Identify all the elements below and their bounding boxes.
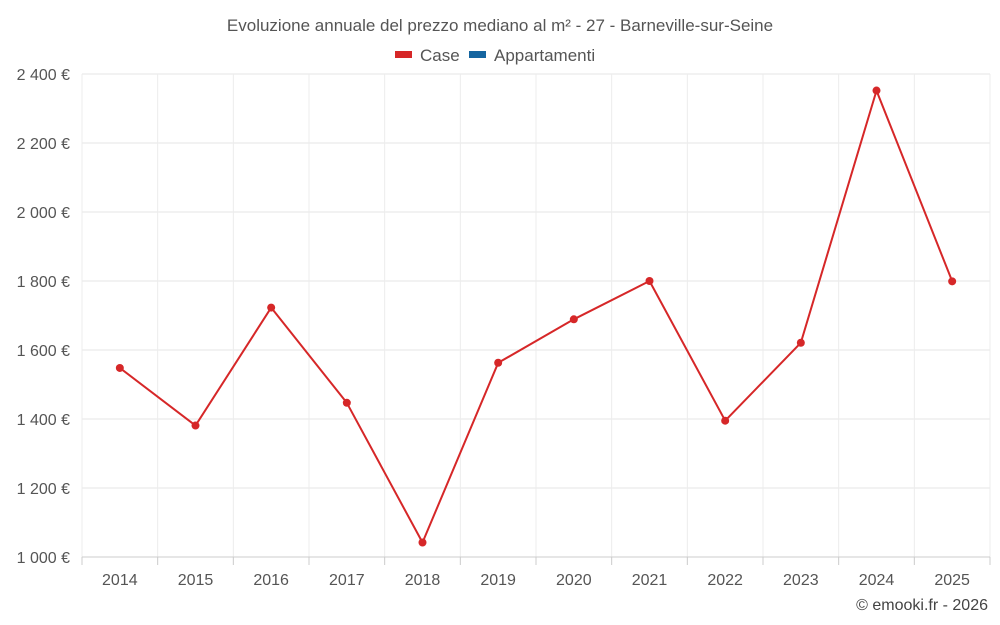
x-tick-label: 2015	[178, 572, 214, 589]
credit: © emooki.fr - 2026	[856, 597, 988, 614]
grid	[81, 73, 991, 557]
x-tick-label: 2021	[632, 572, 668, 589]
data-point	[191, 421, 200, 430]
chart-title: Evoluzione annuale del prezzo mediano al…	[227, 16, 773, 35]
data-point	[342, 398, 351, 407]
x-tick-label: 2019	[480, 572, 516, 589]
y-tick-label: 1 400 €	[17, 412, 70, 429]
y-tick-label: 1 200 €	[17, 481, 70, 498]
axes	[81, 556, 991, 565]
legend-label-appartamenti[interactable]: Appartamenti	[494, 46, 595, 65]
y-axis-labels: 1 000 € 1 200 € 1 400 € 1 600 € 1 800 € 2 000…	[17, 67, 70, 567]
data-point	[569, 315, 578, 324]
legend[interactable]: Case Appartamenti	[395, 46, 595, 65]
y-tick-label: 1 800 €	[17, 274, 70, 291]
data-point	[267, 303, 276, 312]
legend-swatch-appartamenti	[469, 51, 486, 58]
series-case	[115, 86, 957, 547]
x-tick-label: 2016	[253, 572, 289, 589]
x-tick-label: 2024	[859, 572, 895, 589]
data-point	[115, 363, 124, 372]
data-point	[645, 277, 654, 285]
legend-swatch-case	[395, 51, 412, 58]
x-tick-label: 2025	[934, 572, 970, 589]
y-tick-label: 2 200 €	[17, 136, 70, 153]
x-tick-label: 2017	[329, 572, 365, 589]
x-axis-labels: 2014 2015 2016 2017 2018 2019 2020 2021 2022 2023…	[102, 572, 970, 589]
x-tick-label: 2018	[405, 572, 441, 589]
data-point	[418, 538, 427, 547]
x-tick-label: 2022	[707, 572, 743, 589]
x-tick-label: 2023	[783, 572, 819, 589]
legend-item-appartamenti[interactable]: Appartamenti	[469, 46, 595, 65]
series-line-case	[119, 89, 954, 544]
data-point	[721, 416, 730, 425]
data-point	[948, 277, 957, 286]
legend-item-case[interactable]: Case	[395, 46, 460, 65]
data-point	[872, 86, 881, 95]
y-tick-label: 2 000 €	[17, 205, 70, 222]
data-point	[796, 338, 805, 347]
legend-label-case[interactable]: Case	[420, 46, 460, 65]
y-tick-label: 1 000 €	[17, 550, 70, 567]
x-tick-label: 2020	[556, 572, 592, 589]
y-tick-label: 2 400 €	[17, 67, 70, 84]
data-point	[494, 358, 503, 367]
y-tick-label: 1 600 €	[17, 343, 70, 360]
x-tick-label: 2014	[102, 572, 138, 589]
